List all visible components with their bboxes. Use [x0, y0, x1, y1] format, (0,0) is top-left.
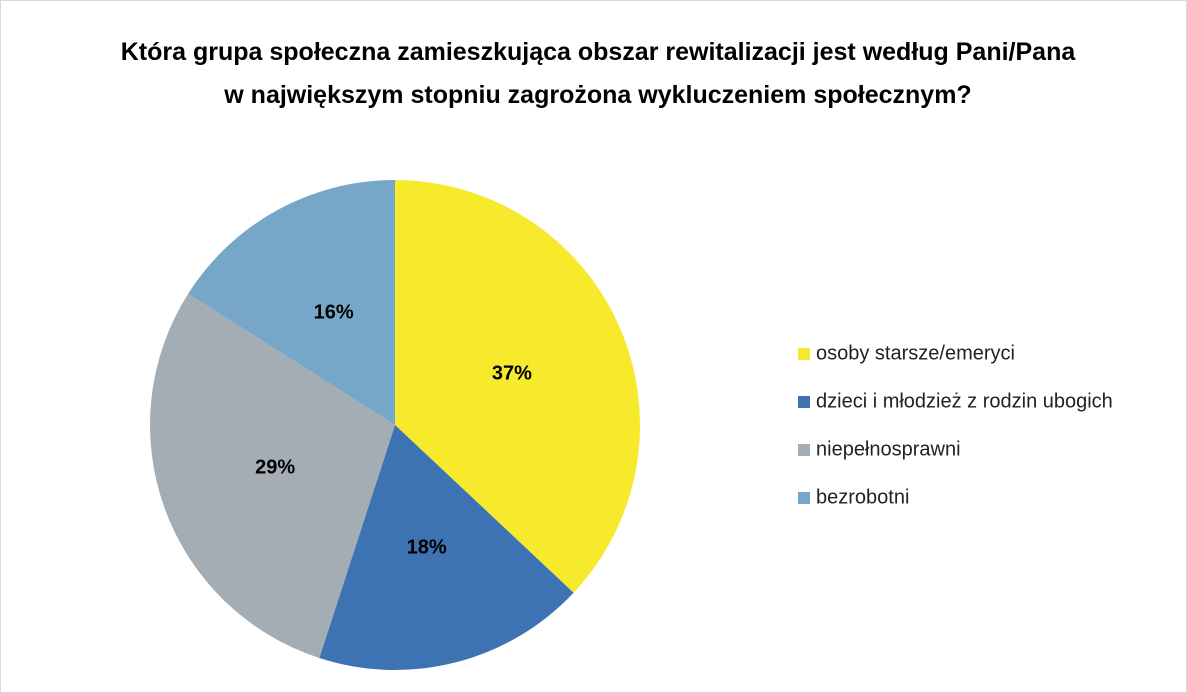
- legend-label: dzieci i młodzież z rodzin ubogich: [816, 390, 1113, 412]
- legend-label: niepełnosprawni: [816, 438, 961, 460]
- pie-slice: [395, 180, 640, 593]
- legend-swatch: [798, 348, 810, 360]
- legend-label: osoby starsze/emeryci: [816, 342, 1015, 364]
- legend-swatch: [798, 396, 810, 408]
- data-label: 29%: [255, 456, 295, 478]
- data-label: 18%: [407, 537, 447, 559]
- pie-slice: [150, 293, 395, 659]
- pie-slice: [319, 425, 574, 670]
- data-label: 16%: [314, 302, 354, 324]
- legend-label: bezrobotni: [816, 486, 909, 508]
- chart-title: Która grupa społeczna zamieszkująca obsz…: [120, 38, 1076, 109]
- legend-swatch: [798, 492, 810, 504]
- pie-slice: [188, 180, 395, 425]
- legend-swatch: [798, 444, 810, 456]
- data-label: 37%: [492, 363, 532, 385]
